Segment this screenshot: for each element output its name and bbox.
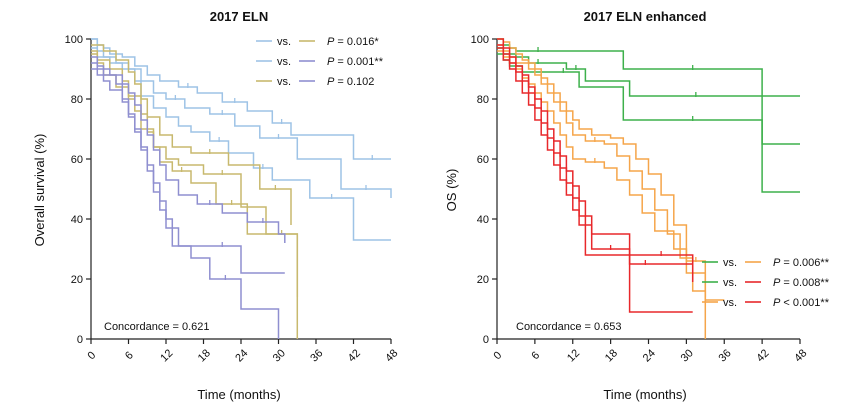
concordance-note: Concordance = 0.621 [104, 321, 210, 333]
y-tick-label: 60 [71, 154, 83, 166]
legend-p-value: P = 0.102 [327, 76, 374, 88]
y-tick-label: 80 [71, 94, 83, 106]
legend-row: vs. P = 0.001** [256, 56, 384, 68]
y-tick-label: 100 [471, 34, 489, 46]
y-axis-label: Overall survival (%) [32, 134, 47, 247]
y-tick-label: 80 [477, 94, 489, 106]
x-tick-label: 24 [641, 347, 658, 364]
x-tick-label: 48 [792, 347, 809, 364]
legend-row: vs. P < 0.001** [702, 297, 830, 309]
concordance-note: Concordance = 0.653 [516, 321, 622, 333]
legend-p-value: P = 0.016* [327, 36, 379, 48]
legend-vs: vs. [723, 297, 737, 309]
y-tick-label: 60 [477, 154, 489, 166]
survival-curve [91, 62, 286, 243]
legend-p-value: P = 0.006** [773, 257, 830, 269]
legend-row: vs. P = 0.006** [702, 257, 830, 269]
plot-area-2017-eln-enhanced: 0 20 40 60 80 100 0 6 12 18 24 30 36 42 48 vs. P = 0.006… [471, 34, 830, 364]
x-tick-label: 12 [565, 347, 582, 364]
legend-p-value: P = 0.008** [773, 277, 830, 289]
legend-vs: vs. [723, 257, 737, 269]
survival-curve [497, 38, 725, 301]
x-tick-label: 0 [491, 349, 504, 362]
x-tick-label: 30 [679, 347, 696, 364]
x-tick-label: 18 [603, 347, 620, 364]
survival-curve [497, 38, 800, 145]
survival-curve [497, 44, 707, 339]
y-tick-label: 100 [65, 34, 83, 46]
legend-p-value: P < 0.001** [773, 297, 830, 309]
legend-vs: vs. [277, 56, 291, 68]
y-tick-label: 40 [477, 214, 489, 226]
chart-title: 2017 ELN enhanced [584, 9, 707, 24]
y-tick-label: 0 [483, 334, 489, 346]
x-axis-label: Time (months) [197, 387, 280, 402]
legend-p-value: P = 0.001** [327, 56, 384, 68]
survival-curve [91, 38, 392, 198]
y-tick-label: 20 [477, 274, 489, 286]
y-tick-label: 20 [71, 274, 83, 286]
survival-curve [91, 38, 391, 160]
legend-vs: vs. [277, 76, 291, 88]
x-tick-label: 42 [754, 347, 771, 364]
survival-curve [91, 68, 280, 339]
y-tick-label: 0 [77, 334, 83, 346]
survival-curve [91, 47, 391, 241]
legend-vs: vs. [277, 36, 291, 48]
legend-row: vs. P = 0.008** [702, 277, 830, 289]
x-axis-label: Time (months) [603, 387, 686, 402]
legend-vs: vs. [723, 277, 737, 289]
y-axis-label: OS (%) [444, 169, 459, 212]
x-tick-label: 36 [717, 347, 734, 364]
legend-row: vs. P = 0.102 [256, 76, 374, 88]
legend-row: vs. P = 0.016* [256, 36, 379, 48]
x-tick-label: 6 [529, 349, 542, 362]
survival-curve [497, 47, 693, 313]
y-tick-label: 40 [71, 214, 83, 226]
chart-title: 2017 ELN [210, 9, 269, 24]
